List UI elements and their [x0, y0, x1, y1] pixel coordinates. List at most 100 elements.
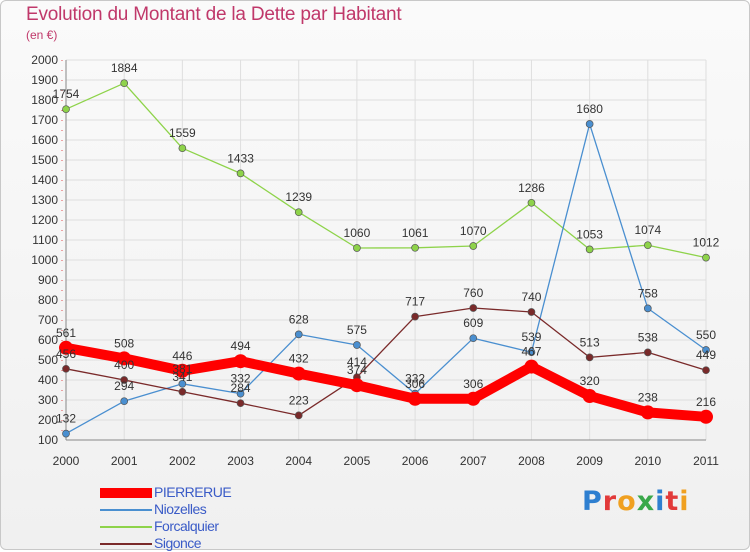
data-label-pierrerue: 374 [347, 363, 367, 377]
y-tick-label: 1200 [31, 213, 58, 227]
y-tick-label: 200 [38, 413, 58, 427]
data-point-niozelles [527, 348, 536, 357]
y-tick-label: 1600 [31, 133, 58, 147]
x-tick-label: 2002 [169, 454, 196, 468]
data-label-niozelles: 1680 [576, 102, 603, 116]
data-label-forcalquier: 1053 [576, 227, 603, 241]
data-point-sigonce [411, 312, 419, 321]
data-point-niozelles [469, 334, 478, 343]
x-tick-label: 2008 [518, 454, 545, 468]
data-label-forcalquier: 1012 [693, 236, 720, 250]
data-label-pierrerue: 467 [521, 345, 541, 359]
data-label-pierrerue: 306 [463, 377, 483, 391]
data-label-sigonce: 414 [347, 355, 367, 369]
data-label-sigonce: 284 [231, 381, 251, 395]
legend-label: PIERRERUE [154, 484, 232, 500]
data-label-sigonce: 456 [56, 347, 76, 361]
data-point-forcalquier [236, 169, 245, 178]
data-point-niozelles [643, 304, 652, 313]
y-tick-label: 1700 [31, 113, 58, 127]
data-point-sigonce [236, 399, 245, 408]
series-line-niozelles [65, 123, 707, 435]
data-label-sigonce: 223 [289, 393, 309, 407]
data-label-niozelles: 381 [172, 362, 192, 376]
proxiti-logo: Proxiti [582, 486, 690, 517]
x-tick-label: 2005 [344, 454, 371, 468]
y-tick-label: 400 [38, 373, 58, 387]
legend-swatch [100, 542, 152, 545]
logo-letter: i [655, 486, 666, 517]
data-label-pierrerue: 561 [56, 326, 76, 340]
data-label-sigonce: 341 [172, 370, 192, 384]
data-label-pierrerue: 306 [405, 377, 425, 391]
legend-swatch [100, 487, 152, 498]
series-line-sigonce [65, 307, 707, 417]
data-label-niozelles: 332 [231, 372, 251, 386]
y-tick-label: 300 [38, 393, 58, 407]
data-point-forcalquier [585, 245, 594, 254]
data-label-niozelles: 609 [463, 316, 483, 330]
data-label-sigonce: 740 [521, 290, 541, 304]
logo-letter: x [636, 486, 656, 517]
data-point-sigonce [294, 411, 303, 420]
data-label-niozelles: 539 [521, 330, 541, 344]
y-tick-label: 900 [38, 273, 58, 287]
data-point-sigonce [120, 376, 129, 384]
x-tick-label: 2009 [576, 454, 603, 468]
data-point-niozelles [585, 120, 594, 128]
data-point-sigonce [643, 348, 652, 357]
data-point-sigonce [585, 353, 594, 362]
y-tick-label: 800 [38, 293, 58, 307]
series-line-pierrerue [61, 342, 711, 422]
legend-item-sigonce: Sigonce [100, 535, 300, 552]
data-point-forcalquier [469, 242, 478, 250]
x-tick-label: 2000 [53, 454, 80, 468]
data-point-pierrerue [349, 378, 364, 393]
data-point-pierrerue [291, 366, 306, 381]
logo-letter: r [602, 486, 618, 517]
y-tick-label: 1800 [31, 93, 58, 107]
data-point-forcalquier [411, 243, 419, 252]
legend-swatch [100, 508, 152, 511]
x-tick-label: 2004 [285, 454, 312, 468]
data-point-sigonce [178, 387, 187, 396]
data-label-forcalquier: 1061 [402, 226, 429, 240]
data-point-pierrerue [408, 391, 423, 406]
data-label-niozelles: 575 [347, 323, 367, 337]
legend-item-niozelles: Niozelles [100, 501, 300, 518]
data-label-forcalquier: 1433 [227, 151, 254, 165]
data-point-forcalquier [294, 208, 303, 217]
y-tick-label: 600 [38, 333, 58, 347]
y-tick-label: 1500 [31, 153, 58, 167]
x-tick-label: 2011 [693, 454, 719, 468]
data-point-forcalquier [527, 198, 536, 207]
data-label-niozelles: 294 [114, 379, 134, 393]
data-point-niozelles [702, 346, 710, 354]
y-tick-label: 1300 [31, 193, 58, 207]
legend-label: Sigonce [154, 535, 202, 551]
data-label-forcalquier: 1884 [111, 61, 138, 75]
data-label-pierrerue: 494 [231, 339, 251, 353]
data-point-pierrerue [117, 351, 132, 366]
y-tick-label: 1000 [31, 253, 58, 267]
data-label-niozelles: 758 [638, 286, 658, 300]
x-tick-label: 2001 [111, 454, 138, 468]
data-label-pierrerue: 508 [114, 336, 134, 350]
data-label-forcalquier: 1754 [53, 87, 80, 101]
chart-title: Evolution du Montant de la Dette par Hab… [26, 4, 402, 25]
y-tick-label: 1900 [31, 73, 58, 87]
data-point-forcalquier [120, 79, 129, 88]
data-label-sigonce: 717 [405, 295, 425, 309]
data-label-forcalquier: 1074 [634, 223, 661, 237]
data-point-pierrerue [59, 340, 73, 355]
data-label-forcalquier: 1239 [285, 190, 312, 204]
data-point-forcalquier [62, 105, 70, 114]
data-point-sigonce [702, 366, 710, 375]
data-label-niozelles: 132 [56, 412, 76, 426]
data-point-pierrerue [640, 405, 655, 420]
data-label-forcalquier: 1070 [460, 224, 487, 238]
data-point-niozelles [178, 379, 187, 388]
legend-swatch [100, 525, 152, 528]
